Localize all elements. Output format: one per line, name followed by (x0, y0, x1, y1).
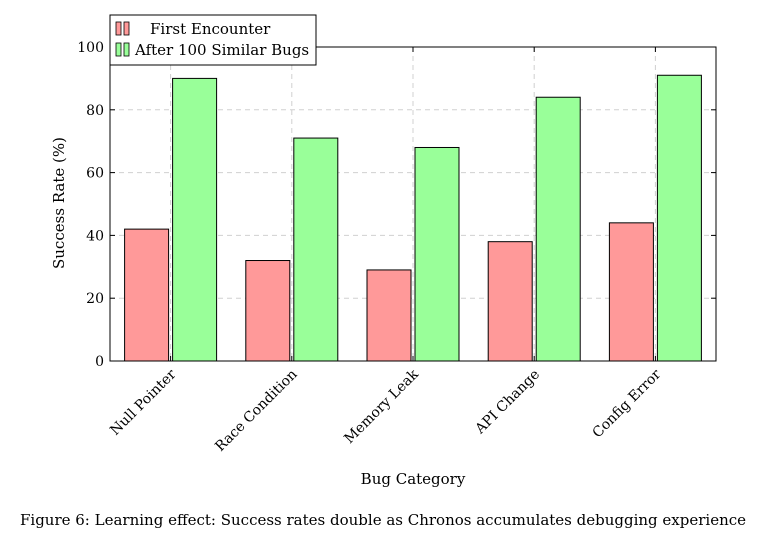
bar-after-100-4 (656, 74, 702, 362)
bar-after-100-3 (535, 96, 581, 362)
legend-swatch-left-1 (115, 42, 122, 57)
legend-swatch-right-1 (123, 42, 130, 57)
y-axis: 0 20 40 60 80 100 (77, 40, 716, 370)
y-tick-label: 80 (86, 103, 104, 119)
x-tick-label: Null Pointer (107, 366, 179, 438)
x-axis-title: Bug Category (361, 470, 466, 488)
legend-swatch-left-0 (115, 21, 122, 36)
bar-after-100-0 (172, 77, 218, 362)
bar-after-100-2 (414, 146, 460, 362)
legend: First Encounter After 100 Similar Bugs (109, 14, 317, 66)
y-tick-label: 100 (77, 40, 104, 56)
legend-label: After 100 Similar Bugs (134, 41, 309, 59)
y-tick-label: 60 (86, 166, 104, 182)
bar-first-encounter-2 (366, 269, 412, 362)
legend-box (109, 14, 317, 66)
x-tick-label: Race Condition (212, 367, 300, 455)
y-tick-label: 0 (95, 354, 104, 370)
bar-after-100-1 (293, 137, 339, 362)
bar-first-encounter-3 (487, 241, 533, 362)
legend-swatch-right-0 (123, 21, 130, 36)
bar-first-encounter-4 (608, 222, 654, 362)
bar-first-encounter-1 (245, 260, 291, 362)
bars (124, 74, 702, 362)
figure-caption: Figure 6: Learning effect: Success rates… (19, 511, 747, 529)
x-tick-label: Config Error (590, 366, 665, 441)
bar-chart: 0 20 40 60 80 100 Null Pointer Race Condition M… (50, 14, 717, 488)
y-tick-label: 20 (86, 291, 104, 307)
bar-first-encounter-0 (124, 228, 170, 362)
x-tick-label: API Change (472, 367, 543, 438)
y-tick-label: 40 (86, 228, 104, 244)
y-axis-title: Success Rate (%) (50, 137, 68, 269)
legend-label: First Encounter (150, 20, 271, 38)
x-tick-label: Memory Leak (341, 366, 422, 447)
